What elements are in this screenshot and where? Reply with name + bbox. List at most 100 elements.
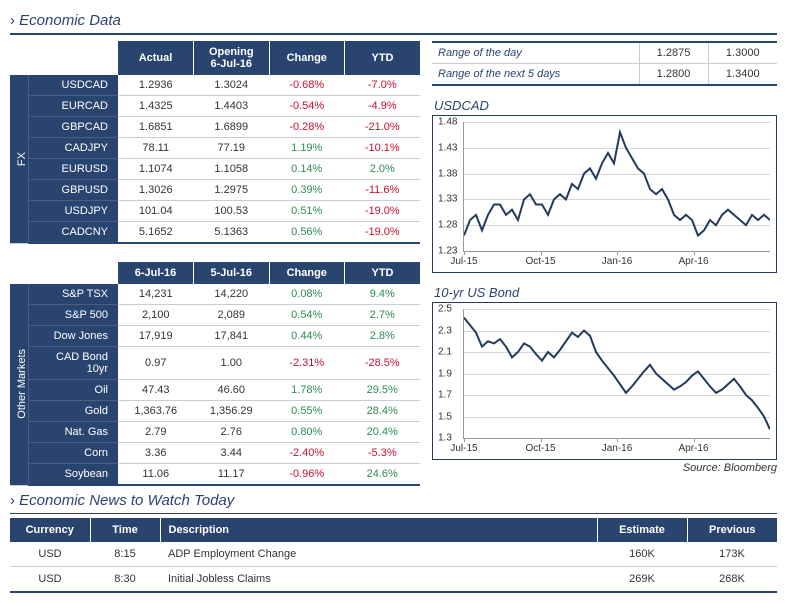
news-desc: Initial Jobless Claims bbox=[160, 567, 597, 593]
row-label: CAD Bond 10yr bbox=[28, 347, 118, 380]
cell: 1.4325 bbox=[118, 96, 194, 117]
cell: 17,841 bbox=[194, 326, 270, 347]
col-header: 5-Jul-16 bbox=[194, 262, 270, 284]
cell: 1.2975 bbox=[194, 180, 270, 201]
table-row: USDJPY101.04100.530.51%-19.0% bbox=[10, 201, 420, 222]
cell: 2,100 bbox=[118, 305, 194, 326]
cell: 14,231 bbox=[118, 284, 194, 305]
col-header: Previous bbox=[687, 518, 777, 542]
table-row: GBPUSD1.30261.29750.39%-11.6% bbox=[10, 180, 420, 201]
chart: 1.231.281.331.381.431.48Jul-15Oct-15Jan-… bbox=[432, 115, 777, 273]
table-row: Gold1,363.761,356.290.55%28.4% bbox=[10, 401, 420, 422]
news-row: USD 8:30 Initial Jobless Claims 269K 268… bbox=[10, 567, 777, 593]
row-label: Gold bbox=[28, 401, 118, 422]
cell: 2.0% bbox=[345, 159, 421, 180]
cell: 9.4% bbox=[345, 284, 421, 305]
cell: -2.40% bbox=[269, 443, 345, 464]
cell: 1,356.29 bbox=[194, 401, 270, 422]
table-row: Corn3.363.44-2.40%-5.3% bbox=[10, 443, 420, 464]
cell: 46.60 bbox=[194, 380, 270, 401]
cell: 0.51% bbox=[269, 201, 345, 222]
cell: -19.0% bbox=[345, 222, 421, 244]
section-title-text: Economic Data bbox=[19, 12, 121, 29]
cell: 28.4% bbox=[345, 401, 421, 422]
col-header: Estimate bbox=[597, 518, 687, 542]
cell: 0.14% bbox=[269, 159, 345, 180]
cell: 78.11 bbox=[118, 138, 194, 159]
range-lo: 1.2875 bbox=[639, 42, 708, 64]
cell: 2,089 bbox=[194, 305, 270, 326]
cell: 1.3026 bbox=[118, 180, 194, 201]
cell: 5.1363 bbox=[194, 222, 270, 244]
cell: 2.76 bbox=[194, 422, 270, 443]
y-tick-label: 1.3 bbox=[438, 433, 452, 444]
table-row: EURUSD1.10741.10580.14%2.0% bbox=[10, 159, 420, 180]
chart-title: 10-yr US Bond bbox=[434, 285, 777, 300]
range-row: Range of the next 5 days 1.2800 1.3400 bbox=[432, 64, 777, 86]
news-time: 8:30 bbox=[90, 567, 160, 593]
cell: 1.19% bbox=[269, 138, 345, 159]
news-currency: USD bbox=[10, 542, 90, 567]
col-header: Currency bbox=[10, 518, 90, 542]
col-header: Change bbox=[269, 262, 345, 284]
x-tick-label: Jan-16 bbox=[602, 443, 633, 454]
cell: 0.56% bbox=[269, 222, 345, 244]
row-label: CADJPY bbox=[28, 138, 118, 159]
news-currency: USD bbox=[10, 567, 90, 593]
cell: 47.43 bbox=[118, 380, 194, 401]
cell: -7.0% bbox=[345, 75, 421, 96]
cell: 1,363.76 bbox=[118, 401, 194, 422]
row-label: EURCAD bbox=[28, 96, 118, 117]
cell: 1.6899 bbox=[194, 117, 270, 138]
cell: -4.9% bbox=[345, 96, 421, 117]
range-table: Range of the day 1.2875 1.3000Range of t… bbox=[432, 41, 777, 86]
col-header: Description bbox=[160, 518, 597, 542]
table-row: Soybean11.0611.17-0.96%24.6% bbox=[10, 464, 420, 486]
row-label: CADCNY bbox=[28, 222, 118, 244]
y-tick-label: 1.28 bbox=[438, 220, 457, 231]
fx-table: ActualOpening6-Jul-16ChangeYTDFXUSDCAD1.… bbox=[10, 41, 420, 244]
table-row: Other MarketsS&P TSX14,23114,2200.08%9.4… bbox=[10, 284, 420, 305]
col-header: Time bbox=[90, 518, 160, 542]
cell: -2.31% bbox=[269, 347, 345, 380]
y-tick-label: 1.48 bbox=[438, 117, 457, 128]
table-row: CAD Bond 10yr0.971.00-2.31%-28.5% bbox=[10, 347, 420, 380]
cell: 0.08% bbox=[269, 284, 345, 305]
cell: 101.04 bbox=[118, 201, 194, 222]
row-label: Nat. Gas bbox=[28, 422, 118, 443]
cell: -21.0% bbox=[345, 117, 421, 138]
cell: 3.36 bbox=[118, 443, 194, 464]
news-previous: 173K bbox=[687, 542, 777, 567]
col-header: YTD bbox=[345, 41, 421, 75]
cell: 5.1652 bbox=[118, 222, 194, 244]
cell: 1.1074 bbox=[118, 159, 194, 180]
table-row: GBPCAD1.68511.6899-0.28%-21.0% bbox=[10, 117, 420, 138]
range-hi: 1.3000 bbox=[708, 42, 777, 64]
range-label: Range of the day bbox=[432, 42, 639, 64]
cell: 14,220 bbox=[194, 284, 270, 305]
cell: 2.7% bbox=[345, 305, 421, 326]
table-row: FXUSDCAD1.29361.3024-0.68%-7.0% bbox=[10, 75, 420, 96]
row-label: Corn bbox=[28, 443, 118, 464]
news-estimate: 269K bbox=[597, 567, 687, 593]
x-tick-label: Oct-15 bbox=[525, 256, 555, 267]
news-estimate: 160K bbox=[597, 542, 687, 567]
table-row: EURCAD1.43251.4403-0.54%-4.9% bbox=[10, 96, 420, 117]
row-label: GBPCAD bbox=[28, 117, 118, 138]
y-tick-label: 1.7 bbox=[438, 390, 452, 401]
section-title-news: › Economic News to Watch Today bbox=[10, 492, 777, 509]
cell: 0.54% bbox=[269, 305, 345, 326]
cell: 2.8% bbox=[345, 326, 421, 347]
news-time: 8:15 bbox=[90, 542, 160, 567]
table-row: S&P 5002,1002,0890.54%2.7% bbox=[10, 305, 420, 326]
x-tick-label: Jul-15 bbox=[450, 443, 477, 454]
section-title-economic-data: › Economic Data bbox=[10, 12, 777, 29]
range-row: Range of the day 1.2875 1.3000 bbox=[432, 42, 777, 64]
cell: -19.0% bbox=[345, 201, 421, 222]
x-tick-label: Jul-15 bbox=[450, 256, 477, 267]
cell: 2.79 bbox=[118, 422, 194, 443]
cell: -28.5% bbox=[345, 347, 421, 380]
cell: 1.6851 bbox=[118, 117, 194, 138]
cell: 1.3024 bbox=[194, 75, 270, 96]
y-tick-label: 1.33 bbox=[438, 194, 457, 205]
